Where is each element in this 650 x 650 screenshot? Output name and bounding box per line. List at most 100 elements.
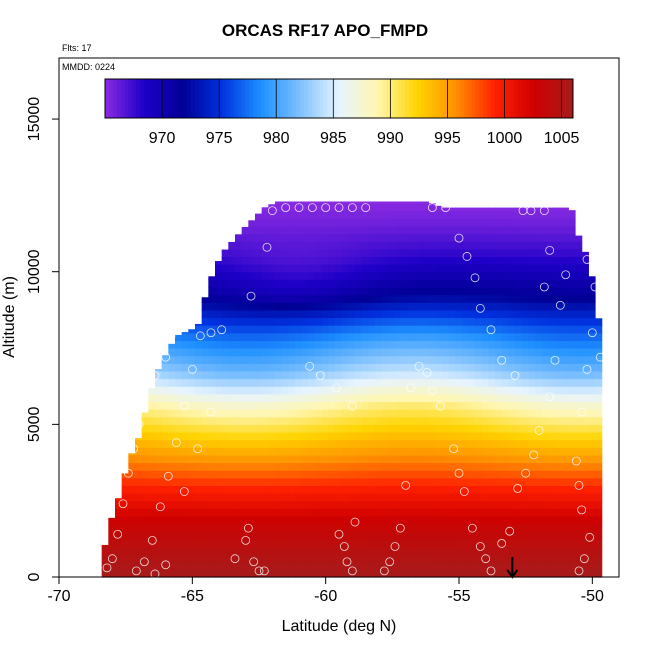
sample-point <box>195 331 205 341</box>
heatmap-cell <box>375 500 383 509</box>
heatmap-cell <box>228 348 236 357</box>
heatmap-cell <box>395 454 403 464</box>
heatmap-cell <box>401 233 409 242</box>
heatmap-cell <box>515 348 523 357</box>
heatmap-cell <box>381 201 389 204</box>
heatmap-cell <box>595 348 603 357</box>
heatmap-cell <box>415 462 423 471</box>
heatmap-cell <box>448 493 456 502</box>
heatmap-cell <box>201 378 209 387</box>
heatmap-cell <box>455 271 463 280</box>
heatmap-cell <box>281 508 289 517</box>
heatmap-cell <box>321 279 329 288</box>
heatmap-cell <box>581 416 589 425</box>
heatmap-cell <box>508 462 516 471</box>
heatmap-cell <box>181 439 189 448</box>
heatmap-cell <box>355 264 363 273</box>
heatmap-cell <box>248 416 256 425</box>
heatmap-cell <box>508 332 516 341</box>
heatmap-cell <box>221 271 229 280</box>
heatmap-cell <box>235 401 243 410</box>
heatmap-cell <box>461 294 469 303</box>
heatmap-cell <box>335 332 343 341</box>
heatmap-cell <box>401 378 409 387</box>
heatmap-cell <box>161 378 169 387</box>
heatmap-cell <box>508 447 516 456</box>
heatmap-cell <box>215 286 223 296</box>
heatmap-cell <box>388 431 396 441</box>
heatmap-cell <box>301 264 309 273</box>
heatmap-cell <box>428 233 436 242</box>
heatmap-cell <box>475 286 483 296</box>
heatmap-cell <box>501 569 509 578</box>
heatmap-cell <box>401 538 409 548</box>
heatmap-cell <box>455 317 463 326</box>
heatmap-cell <box>335 210 343 219</box>
heatmap-cell <box>561 248 569 258</box>
heatmap-cell <box>481 416 489 425</box>
heatmap-cell <box>428 363 436 372</box>
heatmap-cell <box>455 332 463 341</box>
heatmap-cell <box>468 210 476 219</box>
heatmap-cell <box>548 348 556 357</box>
heatmap-cell <box>408 248 416 258</box>
heatmap-cell <box>395 386 403 395</box>
heatmap-cell <box>368 424 376 433</box>
heatmap-cell <box>281 493 289 502</box>
heatmap-cell <box>561 386 569 395</box>
heatmap-cell <box>175 340 183 349</box>
heatmap-cell <box>261 485 269 494</box>
heatmap-cell <box>415 546 423 555</box>
heatmap-cell <box>481 325 489 334</box>
heatmap-cell <box>341 370 349 380</box>
heatmap-cell <box>575 378 583 387</box>
heatmap-cell <box>521 523 529 532</box>
heatmap-cell <box>595 554 603 563</box>
heatmap-cell <box>481 546 489 555</box>
heatmap-cell <box>441 454 449 464</box>
heatmap-cell <box>275 493 283 502</box>
heatmap-cell <box>428 370 436 380</box>
heatmap-cell <box>448 424 456 433</box>
heatmap-cell <box>268 401 276 410</box>
heatmap-cell <box>268 485 276 494</box>
heatmap-cell <box>535 386 543 395</box>
sample-point <box>147 535 157 545</box>
heatmap-cell <box>468 317 476 326</box>
heatmap-cell <box>388 439 396 448</box>
sample-point <box>347 401 357 411</box>
heatmap-cell <box>268 233 276 242</box>
heatmap-cell <box>461 431 469 441</box>
sample-point <box>545 392 555 402</box>
heatmap-cell <box>121 531 129 540</box>
heatmap-cell <box>521 477 529 487</box>
heatmap-cell <box>181 424 189 433</box>
heatmap-cell <box>408 271 416 280</box>
heatmap-cell <box>208 386 216 395</box>
heatmap-cell <box>188 454 196 464</box>
heatmap-cell <box>388 493 396 502</box>
heatmap-cell <box>261 279 269 288</box>
heatmap-cell <box>288 493 296 502</box>
sample-point <box>385 557 395 567</box>
heatmap-cell <box>295 302 303 311</box>
heatmap-cell <box>535 561 543 570</box>
heatmap-cell <box>181 500 189 509</box>
sample-point <box>179 401 189 411</box>
heatmap-cell <box>441 309 449 319</box>
heatmap-cell <box>468 538 476 548</box>
heatmap-cell <box>501 363 509 372</box>
heatmap-cell <box>181 447 189 456</box>
heatmap-cell <box>515 424 523 433</box>
heatmap-cell <box>461 569 469 578</box>
heatmap-cell <box>428 248 436 258</box>
heatmap-cell <box>455 340 463 349</box>
colorbar-swatch <box>276 79 281 118</box>
heatmap-cell <box>475 546 483 555</box>
heatmap-cell <box>215 431 223 441</box>
heatmap-cell <box>228 309 236 319</box>
heatmap-cell <box>488 370 496 380</box>
heatmap-cell <box>575 248 583 258</box>
heatmap-cell <box>515 294 523 303</box>
